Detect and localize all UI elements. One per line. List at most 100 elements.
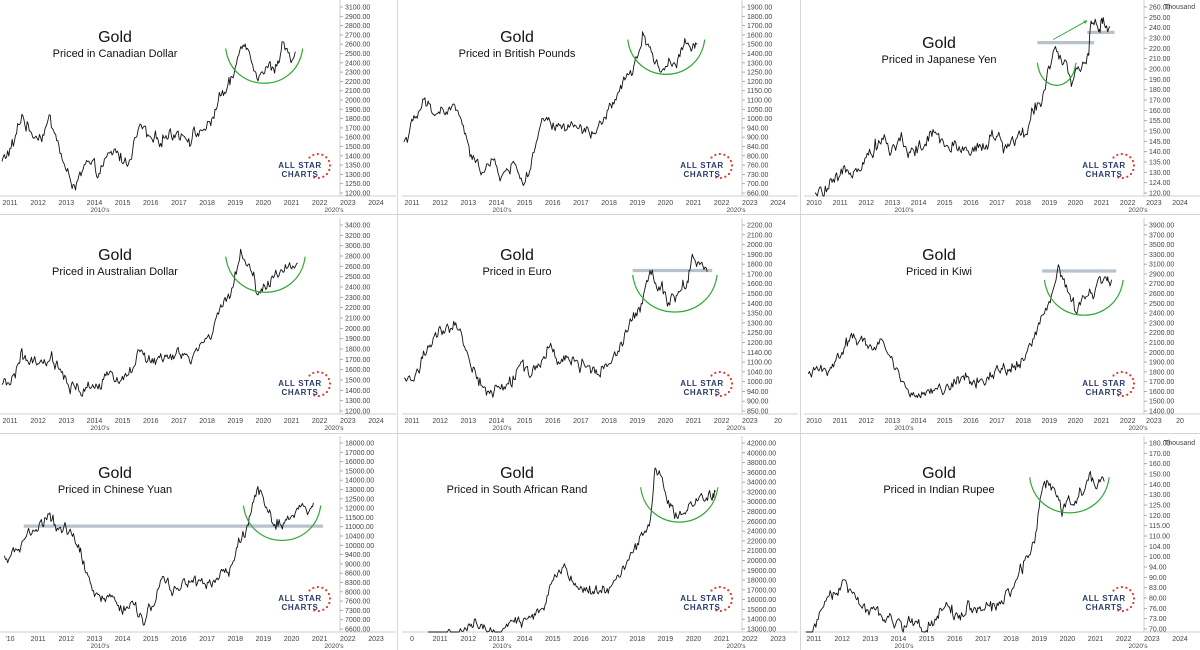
- x-tick-label: 2016: [947, 636, 963, 643]
- chart-title: Gold: [500, 247, 534, 264]
- x-tick-label: 2018: [1003, 636, 1019, 643]
- logo-star-dot: [718, 370, 721, 374]
- chart-svg: 1900.00 1800.00 1700.00 1600.00 1500.00 1400.…: [402, 0, 798, 212]
- y-tick-label: 1350.00: [345, 163, 370, 170]
- y-tick-label: 1400.00: [747, 51, 772, 58]
- logo-star-dot: [727, 374, 730, 377]
- y-tick-label: 840.00: [747, 144, 769, 151]
- logo-star-dot: [308, 156, 311, 159]
- logo-line-2: CHARTS: [1086, 603, 1123, 612]
- x-tick-label: 2022: [312, 418, 328, 425]
- rounding-bottom-arc: [225, 48, 304, 84]
- y-tick-label: 1000.00: [747, 116, 772, 123]
- x-tick-label: 2019: [256, 636, 272, 643]
- price-line: [807, 264, 1113, 399]
- logo-star-dot: [313, 176, 316, 179]
- logo-star-dot: [316, 585, 319, 589]
- y-tick-label: 1300.00: [747, 320, 772, 327]
- chart-svg: 18000.00 17000.00 16000.00 15000.00 14000.00…: [0, 436, 396, 648]
- rounding-bottom-arc: [1036, 62, 1077, 86]
- x-tick-label: 2012: [59, 636, 75, 643]
- y-tick-label: 2400.00: [1149, 311, 1174, 318]
- logo-line-1: ALL STAR: [1082, 379, 1126, 388]
- x-tick-label: 2013: [885, 200, 901, 207]
- logo-star-dot: [321, 586, 324, 589]
- y-tick-label: 2300.00: [345, 295, 370, 302]
- era-label: 2020's: [1129, 207, 1149, 212]
- x-tick-label: 2017: [601, 636, 617, 643]
- y-tick-label: 220.00: [1149, 46, 1171, 53]
- x-tick-label: 2010: [806, 418, 822, 425]
- x-tick-label: 2019: [629, 418, 645, 425]
- y-tick-label: 160.00: [1149, 461, 1171, 468]
- x-tick-label: 2022: [742, 636, 758, 643]
- y-tick-label: 14000.00: [345, 478, 374, 485]
- price-line: [1, 41, 296, 191]
- logo-line-1: ALL STAR: [680, 594, 724, 603]
- y-tick-label: 2900.00: [1149, 271, 1174, 278]
- y-tick-label: 11000.00: [345, 524, 374, 531]
- x-tick-label: 2020: [256, 418, 272, 425]
- y-tick-label: 2200.00: [747, 223, 772, 230]
- rounding-bottom-arc: [242, 505, 322, 541]
- y-tick-label: 2700.00: [1149, 281, 1174, 288]
- x-tick-label: 2014: [115, 636, 131, 643]
- y-tick-label: 1600.00: [747, 32, 772, 39]
- x-tick-label: 2015: [115, 418, 131, 425]
- x-tick-label: 2023: [742, 200, 758, 207]
- x-tick-label: 2019: [227, 200, 243, 207]
- chart-svg: 2200.00 2100.00 2000.00 1900.00 1800.00 1700.…: [402, 218, 798, 430]
- logo-star-dot: [313, 609, 316, 612]
- chart-subtitle: Priced in British Pounds: [459, 48, 576, 60]
- y-tick-label: 1050.00: [747, 107, 772, 114]
- y-tick-label: 200.00: [1149, 67, 1171, 74]
- x-tick-label: 20: [1176, 418, 1184, 425]
- logo-star-dot: [327, 377, 331, 381]
- y-tick-label: 160.00: [1149, 108, 1171, 115]
- y-tick-label: 170.00: [1149, 98, 1171, 105]
- x-tick-label: 2011: [31, 636, 46, 643]
- trend-arrow-head: [1083, 20, 1088, 24]
- logo-star-dot: [321, 371, 324, 374]
- y-tick-label: 140.00: [1149, 149, 1171, 156]
- logo-star-dot: [1116, 153, 1119, 157]
- chart-title: Gold: [922, 247, 956, 264]
- chart-title: Gold: [500, 29, 534, 46]
- logo-star-dot: [316, 370, 319, 374]
- x-tick-label: 2015: [937, 418, 953, 425]
- logo-star-dot: [1117, 394, 1120, 397]
- x-tick-label: 2011: [404, 200, 419, 207]
- y-tick-label: 1400.00: [1149, 409, 1174, 416]
- x-tick-label: 2018: [601, 418, 617, 425]
- x-tick-label: 2016: [963, 200, 979, 207]
- logo-line-1: ALL STAR: [1082, 161, 1126, 170]
- y-tick-label: 2500.00: [345, 51, 370, 58]
- y-tick-label: 6600.00: [345, 627, 370, 634]
- logo-star-dot: [328, 382, 332, 385]
- y-tick-label: 2800.00: [345, 254, 370, 261]
- x-tick-label: 2010: [806, 200, 822, 207]
- x-tick-label: 2022: [714, 418, 730, 425]
- x-tick-label: 2016: [573, 636, 589, 643]
- x-tick-label: 2012: [30, 418, 46, 425]
- logo-star-dot: [1112, 156, 1115, 159]
- logo-line-2: CHARTS: [684, 603, 721, 612]
- y-tick-label: 1500.00: [345, 144, 370, 151]
- y-tick-label: 1800.00: [345, 116, 370, 123]
- y-tick-label: 10000.00: [345, 543, 374, 550]
- x-tick-label: 2013: [461, 200, 477, 207]
- logo-star-dot: [1131, 592, 1135, 596]
- logo-line-2: CHARTS: [684, 388, 721, 397]
- logo-star-dot: [325, 374, 328, 377]
- x-tick-label: 2019: [227, 418, 243, 425]
- logo-star-dot: [727, 605, 731, 609]
- y-tick-label: 14000.00: [747, 617, 776, 624]
- x-tick-label: 2015: [143, 636, 159, 643]
- x-tick-label: 2017: [573, 418, 589, 425]
- logo-star-dot: [1129, 390, 1133, 394]
- x-tick-label: 2024: [1172, 636, 1188, 643]
- y-tick-label: 28000.00: [747, 509, 776, 516]
